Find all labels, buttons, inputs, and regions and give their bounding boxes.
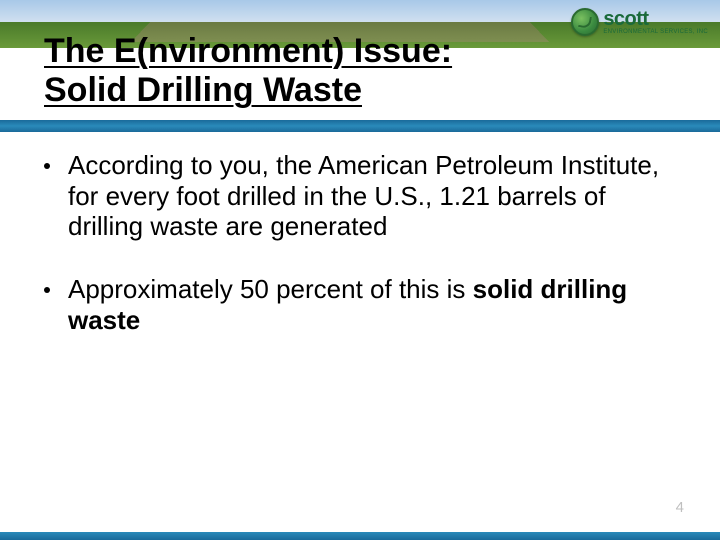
logo-subtext: ENVIRONMENTAL SERVICES, INC (603, 29, 708, 35)
logo: scott ENVIRONMENTAL SERVICES, INC (571, 8, 708, 36)
divider-bar (0, 120, 720, 132)
bullet-dot-icon (44, 163, 50, 169)
title-line-2: Solid Drilling Waste (44, 71, 362, 109)
bullet-item: Approximately 50 percent of this is soli… (44, 274, 676, 335)
page-number: 4 (676, 499, 684, 516)
bullet-text-2: Approximately 50 percent of this is soli… (68, 274, 676, 335)
slide: scott ENVIRONMENTAL SERVICES, INC The E(… (0, 0, 720, 540)
footer-bar (0, 532, 720, 540)
logo-brand: scott (603, 9, 708, 29)
content-area: According to you, the American Petroleum… (44, 150, 676, 367)
bullet-item: According to you, the American Petroleum… (44, 150, 676, 242)
bullet-text-1: According to you, the American Petroleum… (68, 150, 676, 242)
bullet-dot-icon (44, 287, 50, 293)
logo-text: scott ENVIRONMENTAL SERVICES, INC (603, 9, 708, 35)
slide-title: The E(nvironment) Issue: Solid Drilling … (44, 32, 660, 110)
title-block: The E(nvironment) Issue: Solid Drilling … (44, 32, 660, 110)
globe-leaf-icon (571, 8, 599, 36)
title-line-1: The E(nvironment) Issue: (44, 32, 452, 70)
